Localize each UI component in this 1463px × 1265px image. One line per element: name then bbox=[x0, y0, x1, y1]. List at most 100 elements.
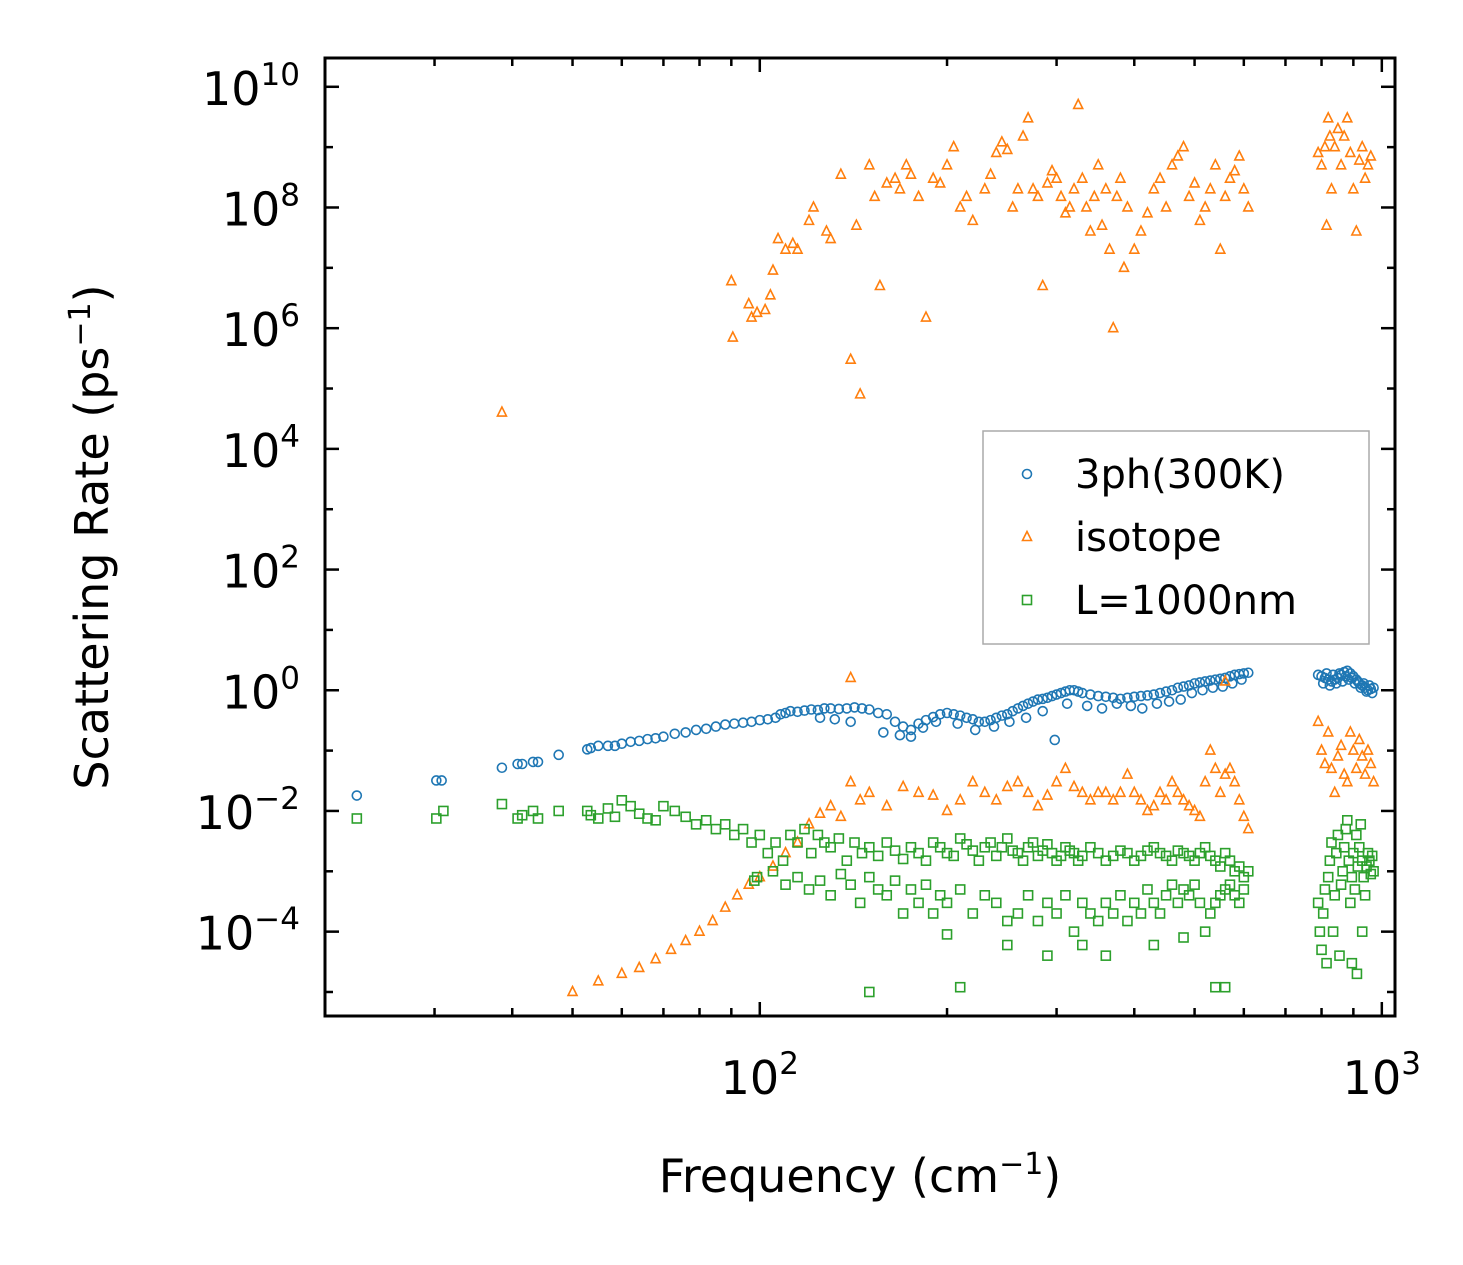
triangle-marker bbox=[1001, 142, 1014, 155]
circle-marker bbox=[829, 714, 841, 725]
circle-marker bbox=[1111, 698, 1123, 709]
square-marker bbox=[1215, 861, 1226, 872]
circle-marker bbox=[889, 716, 901, 728]
triangle-marker bbox=[1114, 785, 1127, 798]
square-marker bbox=[835, 868, 847, 880]
triangle-marker bbox=[1233, 149, 1246, 161]
circle-marker bbox=[609, 740, 621, 752]
square-marker bbox=[934, 890, 946, 901]
square-marker bbox=[985, 837, 996, 848]
square-marker bbox=[990, 850, 1002, 862]
square-marker bbox=[954, 981, 966, 993]
circle-marker bbox=[1004, 716, 1015, 728]
circle-marker bbox=[988, 721, 1000, 732]
triangle-marker bbox=[1204, 743, 1217, 755]
square-marker bbox=[1365, 868, 1377, 880]
square-marker bbox=[751, 871, 763, 883]
triangle-marker bbox=[767, 859, 779, 871]
square-marker bbox=[1224, 855, 1236, 866]
circle-marker bbox=[431, 775, 442, 786]
square-marker bbox=[585, 809, 597, 821]
triangle-marker bbox=[880, 176, 893, 188]
circle-marker bbox=[1046, 690, 1058, 702]
square-marker bbox=[680, 811, 691, 823]
triangle-marker bbox=[1335, 738, 1347, 751]
square-marker bbox=[1332, 829, 1344, 841]
circle-marker bbox=[1321, 668, 1332, 679]
square-marker bbox=[803, 884, 815, 895]
triangle-marker bbox=[824, 798, 837, 811]
square-marker bbox=[719, 819, 731, 830]
square-marker bbox=[841, 855, 853, 866]
circle-marker bbox=[1128, 691, 1140, 703]
circle-marker bbox=[1092, 690, 1104, 702]
square-marker bbox=[1319, 884, 1331, 895]
triangle-marker bbox=[1209, 158, 1222, 170]
square-marker bbox=[792, 837, 803, 848]
circle-marker bbox=[1238, 668, 1250, 679]
square-marker bbox=[825, 890, 836, 901]
triangle-marker bbox=[1312, 145, 1324, 158]
triangle-marker bbox=[1188, 176, 1201, 188]
triangle-marker bbox=[1050, 774, 1063, 787]
circle-marker bbox=[1324, 680, 1336, 691]
square-marker bbox=[1085, 841, 1096, 853]
legend: 3ph(300K) isotope L=1000nm bbox=[982, 430, 1370, 645]
triangle-marker bbox=[1160, 200, 1172, 212]
square-marker bbox=[1356, 926, 1368, 937]
circle-marker bbox=[1207, 682, 1219, 694]
circle-marker bbox=[527, 756, 539, 768]
square-marker bbox=[1210, 981, 1221, 993]
triangle-marker bbox=[1177, 793, 1190, 805]
circle-marker bbox=[894, 729, 906, 741]
square-marker bbox=[1115, 890, 1126, 901]
triangle-marker bbox=[1172, 149, 1184, 161]
square-marker bbox=[658, 800, 669, 812]
triangle-marker bbox=[1228, 163, 1241, 176]
square-marker bbox=[754, 829, 766, 841]
square-marker bbox=[746, 837, 757, 848]
triangle-marker bbox=[1148, 182, 1160, 194]
triangle-marker bbox=[1160, 793, 1172, 805]
circle-marker bbox=[996, 710, 1008, 721]
triangle-marker bbox=[905, 167, 917, 179]
square-marker bbox=[990, 897, 1002, 909]
circle-marker bbox=[967, 714, 979, 725]
triangle-marker bbox=[727, 330, 739, 342]
square-marker bbox=[1160, 890, 1172, 901]
triangle-marker bbox=[1154, 785, 1166, 798]
triangle-marker bbox=[1012, 774, 1024, 787]
triangle-marker bbox=[900, 158, 913, 170]
triangle-marker bbox=[1194, 809, 1206, 822]
square-marker bbox=[1242, 865, 1254, 877]
triangle-marker bbox=[791, 242, 804, 254]
triangle-marker bbox=[966, 774, 979, 787]
square-marker bbox=[1051, 908, 1062, 919]
square-marker bbox=[1189, 855, 1200, 866]
square-marker bbox=[967, 845, 979, 856]
circle-marker bbox=[754, 714, 766, 726]
triangle-marker bbox=[1312, 714, 1324, 727]
triangle-marker bbox=[1347, 743, 1360, 755]
circle-marker bbox=[775, 708, 786, 720]
square-marker bbox=[1238, 884, 1250, 895]
circle-marker bbox=[762, 714, 774, 725]
triangle-marker bbox=[1111, 189, 1123, 202]
square-marker bbox=[1032, 915, 1044, 927]
legend-entry: 3ph(300K) bbox=[1021, 452, 1285, 498]
triangle-marker bbox=[1084, 793, 1097, 805]
circle-marker bbox=[969, 724, 981, 736]
square-marker bbox=[1178, 884, 1189, 895]
circle-marker bbox=[1178, 681, 1189, 692]
circle-marker bbox=[1151, 698, 1163, 709]
legend-label: 3ph(300K) bbox=[1075, 452, 1285, 498]
square-marker bbox=[700, 814, 712, 826]
circle-marker bbox=[785, 705, 796, 717]
square-marker bbox=[1107, 908, 1119, 919]
square-marker bbox=[1002, 833, 1013, 844]
triangle-marker bbox=[874, 278, 886, 291]
triangle-marker bbox=[1328, 139, 1341, 152]
circle-marker bbox=[1142, 690, 1153, 701]
triangle-marker bbox=[1204, 182, 1217, 194]
